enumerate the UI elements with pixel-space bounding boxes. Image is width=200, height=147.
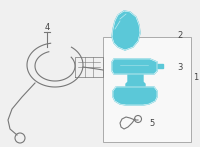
Polygon shape <box>112 59 157 74</box>
Polygon shape <box>126 74 145 87</box>
Text: 1: 1 <box>193 72 199 81</box>
Text: 4: 4 <box>44 22 50 31</box>
Bar <box>103 37 191 142</box>
Text: 2: 2 <box>177 30 183 40</box>
Polygon shape <box>157 64 163 68</box>
Polygon shape <box>112 11 140 50</box>
Polygon shape <box>113 87 157 105</box>
Text: 3: 3 <box>177 62 183 71</box>
Text: 5: 5 <box>149 118 155 127</box>
